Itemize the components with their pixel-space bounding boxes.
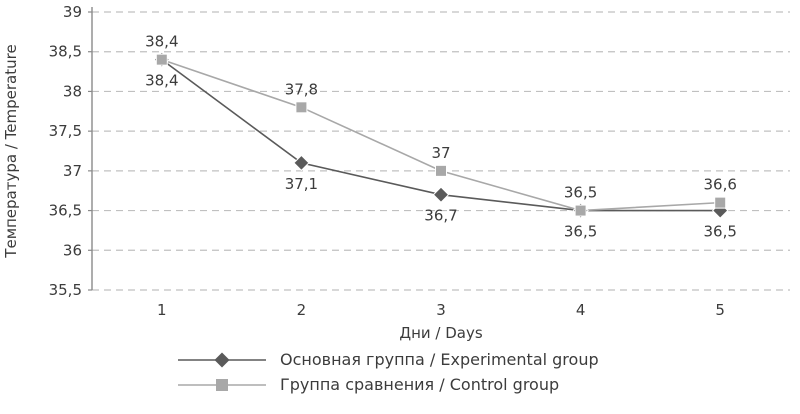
- data-point-diamond: [293, 154, 310, 172]
- data-point-diamond: [432, 186, 450, 203]
- x-axis-title: Дни / Days: [399, 324, 482, 342]
- y-tick-label: 37,5: [49, 122, 82, 140]
- y-tick-label: 38,5: [49, 43, 82, 61]
- legend-label-experimental: Основная группа / Experimental group: [280, 350, 599, 369]
- y-tick-label: 37: [63, 162, 82, 180]
- y-tick-label: 39: [63, 3, 82, 21]
- x-tick-label: 3: [436, 301, 446, 319]
- experimental-series-marker: [178, 352, 266, 367]
- chart-plot-area: 35,5 36 36,5 37 37,5 38 38,5 39 1 2 3 4 5 Дни / Days Т…: [2, 3, 790, 342]
- legend-item-control: Группа сравнения / Control group: [176, 375, 624, 394]
- data-point-square: [435, 164, 447, 177]
- data-label: 36,5: [564, 223, 597, 241]
- x-tick-label: 5: [715, 301, 725, 319]
- data-label: 37,1: [285, 175, 318, 193]
- data-label: 37,8: [285, 80, 318, 98]
- data-label: 37: [431, 144, 450, 162]
- data-label: 38,4: [145, 72, 178, 90]
- square-marker-icon: [216, 378, 228, 391]
- data-point-square: [714, 196, 727, 209]
- x-tick-label: 4: [576, 301, 586, 319]
- diamond-marker-icon: [214, 352, 230, 367]
- y-tick-label: 36: [63, 241, 82, 259]
- control-series-marker: [178, 378, 266, 391]
- y-tick-label: 36,5: [49, 202, 82, 220]
- legend-item-experimental: Основная группа / Experimental group: [176, 350, 624, 369]
- data-label: 36,5: [564, 184, 597, 202]
- y-axis-title: Температура / Temperature: [2, 44, 20, 258]
- x-tick-label: 2: [297, 301, 307, 319]
- y-tick-label: 35,5: [49, 281, 82, 299]
- data-label: 38,4: [145, 33, 178, 51]
- chart-legend: Основная группа / Experimental group Гру…: [0, 350, 800, 394]
- data-label: 36,6: [703, 176, 736, 194]
- x-tick-label: 1: [157, 301, 167, 319]
- data-point-square: [295, 101, 308, 114]
- data-label: 36,5: [703, 223, 736, 241]
- y-tick-label: 38: [63, 82, 82, 100]
- data-label: 36,7: [424, 207, 457, 225]
- legend-label-control: Группа сравнения / Control group: [280, 375, 560, 394]
- data-point-square: [574, 204, 587, 217]
- data-point-square: [155, 53, 168, 66]
